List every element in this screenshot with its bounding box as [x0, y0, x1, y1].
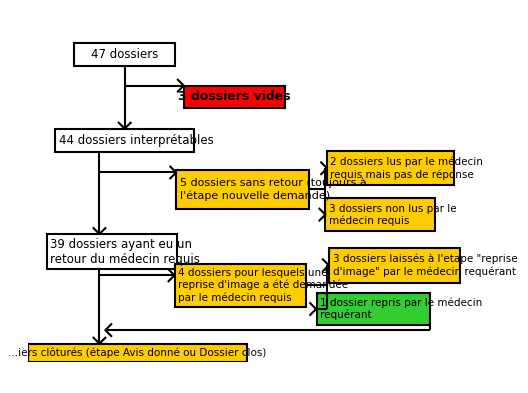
- Text: 47 dossiers: 47 dossiers: [91, 48, 158, 61]
- FancyBboxPatch shape: [175, 264, 306, 307]
- FancyBboxPatch shape: [316, 293, 430, 325]
- Text: 1 dossier repris par le médecin
requérant: 1 dossier repris par le médecin requéran…: [320, 298, 482, 320]
- Text: 3 dossiers non lus par le
médecin requis: 3 dossiers non lus par le médecin requis: [329, 204, 456, 226]
- Text: 3 dossiers vides: 3 dossiers vides: [178, 90, 290, 103]
- FancyBboxPatch shape: [74, 43, 175, 66]
- Text: 5 dossiers sans retour (toujours à
l'étape nouvelle demande): 5 dossiers sans retour (toujours à l'éta…: [180, 178, 366, 201]
- FancyBboxPatch shape: [327, 151, 454, 185]
- FancyBboxPatch shape: [47, 234, 177, 270]
- FancyBboxPatch shape: [184, 86, 285, 108]
- Text: 39 dossiers ayant eu un
retour du médecin requis: 39 dossiers ayant eu un retour du médeci…: [50, 238, 200, 266]
- FancyBboxPatch shape: [325, 198, 435, 231]
- FancyBboxPatch shape: [176, 170, 309, 209]
- FancyBboxPatch shape: [329, 248, 460, 283]
- Text: 2 dossiers lus par le médecin
requis mais pas de réponse: 2 dossiers lus par le médecin requis mai…: [331, 157, 483, 180]
- Text: 3 dossiers laissés à l'etape "reprise
d'image" par le médecin requérant: 3 dossiers laissés à l'etape "reprise d'…: [333, 254, 517, 277]
- FancyBboxPatch shape: [55, 129, 194, 152]
- FancyBboxPatch shape: [28, 343, 247, 362]
- Text: 44 dossiers interprétables: 44 dossiers interprétables: [59, 134, 213, 147]
- Text: 4 dossiers pour lesquels une
reprise d'image a été demandée
par le médecin requi: 4 dossiers pour lesquels une reprise d'i…: [178, 268, 348, 303]
- Text: ...iers clôturés (étape Avis donné ou Dossier clos): ...iers clôturés (étape Avis donné ou Do…: [8, 348, 267, 358]
